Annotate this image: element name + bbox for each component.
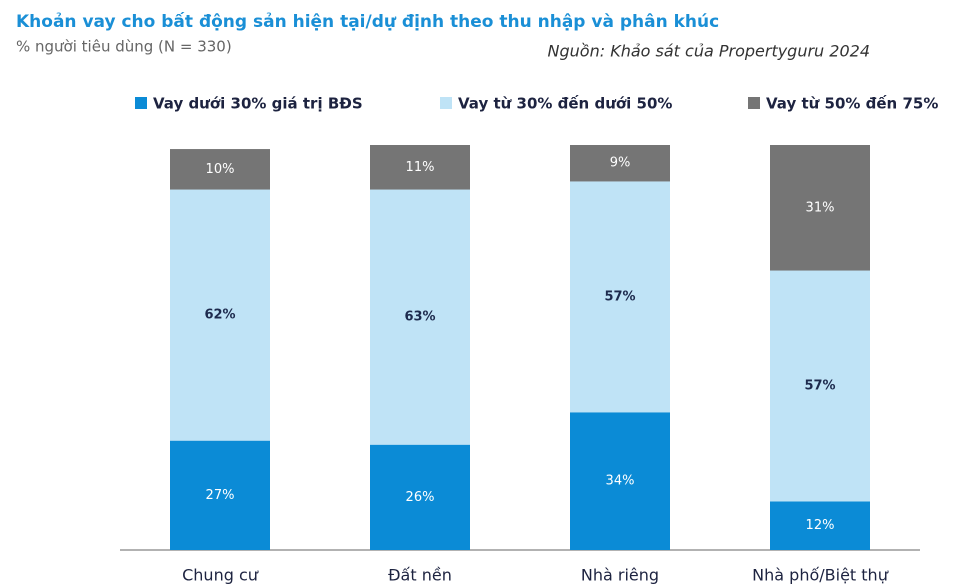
- legend-swatch: [135, 97, 147, 109]
- legend-label: Vay từ 50% đến 75%: [766, 94, 938, 113]
- data-label: 27%: [206, 488, 235, 503]
- data-label: 10%: [206, 162, 235, 177]
- bar-segment: [370, 189, 470, 445]
- bar-segment: [770, 501, 870, 550]
- bar-segment: [170, 149, 270, 190]
- data-label: 31%: [806, 200, 835, 215]
- legend-swatch: [748, 97, 760, 109]
- legend-label: Vay từ 30% đến dưới 50%: [458, 94, 672, 113]
- bar-segment: [370, 444, 470, 550]
- bar-segment: [570, 412, 670, 550]
- bar-segment: [770, 270, 870, 502]
- data-label: 57%: [804, 378, 835, 393]
- data-label: 34%: [606, 474, 635, 489]
- x-tick-label: Nhà riêng: [581, 566, 659, 585]
- x-tick-label: Chung cư: [182, 566, 259, 585]
- chart-subtitle: % người tiêu dùng (N = 330): [16, 38, 232, 56]
- x-tick-label: Đất nền: [388, 566, 452, 585]
- bar-segment: [170, 440, 270, 550]
- legend-label: Vay dưới 30% giá trị BĐS: [153, 95, 363, 113]
- x-tick-label: Nhà phố/Biệt thự: [752, 566, 889, 585]
- data-label: 26%: [406, 490, 435, 505]
- bar-segment: [170, 189, 270, 441]
- data-label: 12%: [806, 518, 835, 533]
- legend-swatch: [440, 97, 452, 109]
- source-note: Nguồn: Khảo sát của Propertyguru 2024: [548, 42, 870, 61]
- data-label: 57%: [604, 289, 635, 304]
- data-label: 63%: [404, 310, 435, 325]
- data-label: 62%: [204, 308, 235, 323]
- chart-title: Khoản vay cho bất động sản hiện tại/dự đ…: [16, 11, 719, 32]
- bar-segment: [370, 145, 470, 190]
- bar-segment: [570, 181, 670, 413]
- bar-segment: [770, 145, 870, 271]
- data-label: 9%: [610, 156, 631, 171]
- bar-segment: [570, 145, 670, 182]
- data-label: 11%: [406, 160, 435, 175]
